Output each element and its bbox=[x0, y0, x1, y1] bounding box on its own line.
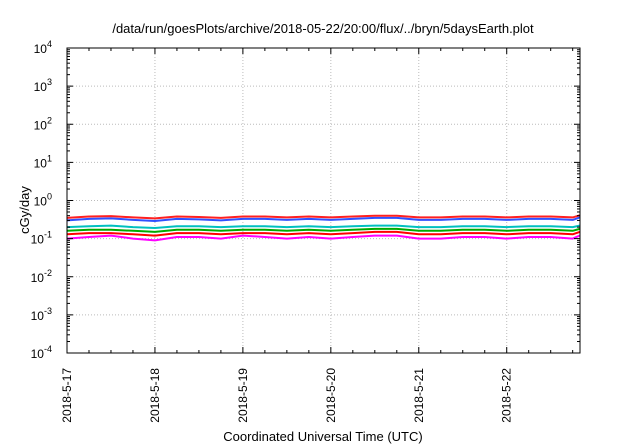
chart-title: /data/run/goesPlots/archive/2018-05-22/2… bbox=[112, 21, 534, 36]
x-tick-labels: 2018-5-17 2018-5-18 2018-5-19 2018-5-20 2018… bbox=[60, 368, 514, 423]
plot-frame bbox=[66, 47, 581, 354]
x-tick-label: 2018-5-20 bbox=[324, 368, 338, 423]
series-line bbox=[66, 224, 580, 229]
y-tick-label: 10-4 bbox=[31, 344, 52, 361]
x-tick-label: 2018-5-18 bbox=[148, 368, 162, 423]
y-tick-label: 103 bbox=[34, 77, 52, 94]
y-tick-label: 10-3 bbox=[31, 306, 52, 323]
series-line bbox=[66, 230, 581, 237]
y-tick-labels: 10-4 10-3 10-2 10-1 100 101 102 103 104 bbox=[31, 39, 52, 361]
grid bbox=[67, 48, 580, 353]
y-tick-label: 101 bbox=[34, 153, 52, 170]
y-tick-label: 100 bbox=[34, 192, 52, 209]
series-line bbox=[66, 214, 580, 220]
x-tick-label: 2018-5-17 bbox=[60, 368, 74, 423]
y-tick-label: 10-2 bbox=[31, 268, 52, 285]
y-axis-label: cGy/day bbox=[17, 186, 32, 234]
axis-ticks bbox=[66, 47, 580, 354]
series-line bbox=[66, 234, 581, 242]
series-group bbox=[66, 214, 581, 242]
y-tick-label: 10-1 bbox=[31, 230, 52, 247]
series-line bbox=[66, 216, 581, 222]
series-line bbox=[66, 227, 580, 233]
x-tick-label: 2018-5-21 bbox=[412, 368, 426, 423]
y-tick-label: 104 bbox=[34, 39, 52, 56]
x-tick-label: 2018-5-19 bbox=[236, 368, 250, 423]
x-tick-label: 2018-5-22 bbox=[500, 368, 514, 423]
x-axis-label: Coordinated Universal Time (UTC) bbox=[223, 429, 422, 444]
y-tick-label: 102 bbox=[34, 115, 52, 132]
